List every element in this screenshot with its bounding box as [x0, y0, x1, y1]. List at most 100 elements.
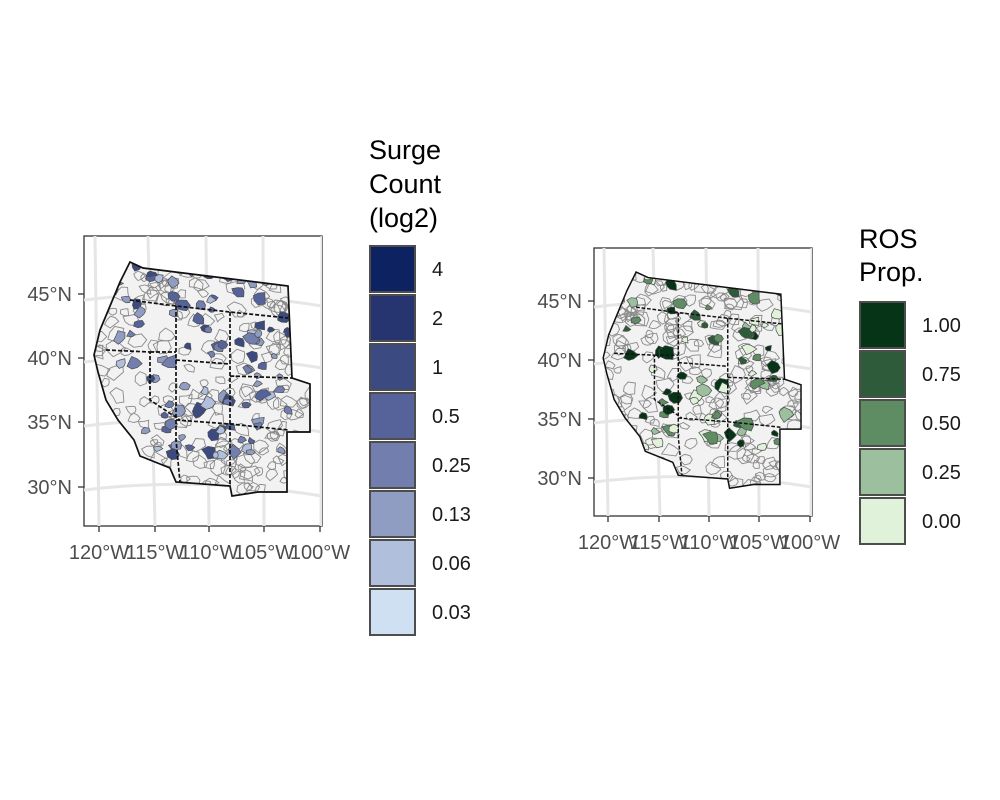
- x-tick-label: 100°W: [290, 542, 350, 564]
- legend-surge: Surge Count (log2) 4 2 1 0.5 0.25 0.13 0.06 0.0…: [369, 135, 471, 636]
- watershed-outline: [278, 420, 288, 431]
- watershed-outline: [629, 303, 646, 316]
- watershed-fill: [133, 305, 146, 319]
- watershed-outline: [645, 437, 658, 450]
- watershed-outline: [245, 481, 261, 492]
- watershed-outline: [168, 382, 178, 393]
- legend-ros: ROS Prop. 1.00 0.75 0.50 0.25 0.00: [859, 224, 961, 545]
- watershed-fill: [749, 378, 766, 390]
- y-tick-label: 45°N: [537, 291, 582, 313]
- watershed-fill: [695, 383, 713, 398]
- y-tick-label: 40°N: [27, 348, 72, 370]
- watershed-outline: [662, 299, 673, 310]
- watershed-outline: [155, 292, 170, 307]
- legend-label: 4: [432, 259, 443, 281]
- watershed-fill: [277, 446, 286, 455]
- watershed-outline: [684, 438, 698, 450]
- watershed-outline: [678, 421, 691, 430]
- watershed-outline: [693, 339, 705, 347]
- legend-key: [859, 448, 906, 496]
- watershed-fill: [713, 333, 724, 343]
- watershed-fill: [283, 405, 293, 415]
- watershed-fill: [160, 411, 169, 419]
- watershed-fill: [253, 292, 266, 306]
- watershed-fill: [651, 438, 664, 449]
- watershed-outline: [682, 320, 694, 333]
- watershed-fill: [212, 451, 219, 459]
- watershed-fill: [254, 320, 265, 331]
- watershed-outline: [692, 405, 702, 415]
- watershed-fill: [254, 389, 272, 402]
- watershed-outline: [681, 376, 694, 384]
- watershed-outline: [792, 401, 802, 414]
- watershed-fill: [626, 297, 639, 308]
- watershed-outline: [243, 482, 254, 491]
- watershed-fill: [666, 306, 676, 315]
- watershed-fill: [133, 320, 145, 329]
- watershed-outline: [625, 313, 638, 328]
- watershed-fill: [215, 425, 226, 435]
- watershed-fill: [146, 375, 156, 384]
- watershed-outline: [266, 419, 284, 434]
- watershed-outline: [280, 354, 289, 365]
- watershed-fill: [277, 311, 292, 323]
- watershed-fill: [672, 298, 688, 310]
- watershed-outline: [620, 393, 634, 405]
- watershed-outline: [665, 333, 683, 347]
- watershed-outline: [265, 328, 281, 343]
- watershed-fill: [167, 275, 180, 289]
- x-tick-label: 105°W: [234, 542, 294, 564]
- watershed-fill: [761, 322, 770, 328]
- watershed-outline: [744, 442, 757, 451]
- x-tick-label: 120°W: [69, 542, 129, 564]
- watershed-fill: [747, 291, 760, 305]
- watershed-outline: [617, 395, 633, 411]
- y-tick-label: 35°N: [27, 412, 72, 434]
- legend-key: [859, 301, 906, 349]
- watershed-outline: [746, 453, 761, 464]
- watershed-fill: [178, 434, 187, 442]
- watershed-outline: [623, 381, 636, 395]
- watershed-fill: [701, 322, 709, 329]
- watershed-outline: [750, 476, 763, 489]
- watershed-fill: [668, 423, 680, 434]
- watershed-outline: [165, 277, 180, 290]
- watershed-outline: [253, 466, 264, 477]
- legend-label: 0.06: [432, 553, 471, 575]
- legend-label: 0.50: [922, 413, 961, 435]
- watershed-outline: [109, 387, 125, 404]
- legend-label: 0.03: [432, 602, 471, 624]
- watershed-outline: [660, 442, 680, 457]
- watershed-fill: [178, 381, 191, 391]
- watershed-outline: [209, 357, 225, 370]
- watershed-outline: [612, 333, 627, 347]
- watershed-outline: [638, 400, 652, 409]
- watershed-outline: [762, 456, 778, 471]
- watershed-outline: [758, 413, 776, 427]
- y-axis-surge: 45°N 40°N 35°N 30°N: [27, 284, 84, 499]
- watershed-fill: [270, 353, 278, 359]
- watershed-outline: [736, 447, 755, 465]
- legend-title-line: ROS: [859, 224, 918, 254]
- watershed-fill: [267, 326, 276, 333]
- watershed-fill: [771, 308, 785, 320]
- watershed-outline: [641, 384, 658, 401]
- legend-title-line: (log2): [369, 203, 438, 233]
- map-panel-surge: 45°N 40°N 35°N 30°N 120°W 115°W 110°W 10…: [27, 235, 350, 564]
- legend-title-line: Surge: [369, 135, 441, 165]
- watershed-outline: [138, 284, 152, 295]
- watershed-outline: [779, 386, 790, 397]
- watershed-outline: [272, 396, 288, 411]
- watershed-outline: [279, 395, 298, 408]
- watershed-outline: [740, 392, 752, 400]
- watershed-fill: [246, 449, 256, 455]
- watershed-outline: [215, 376, 226, 385]
- watershed-outline: [294, 408, 305, 419]
- watershed-outline: [672, 326, 687, 341]
- legend-key: [859, 399, 906, 447]
- legend-key: [369, 441, 416, 489]
- watershed-outline: [648, 319, 662, 330]
- watershed-fill: [206, 295, 217, 304]
- watershed-outline: [94, 345, 107, 357]
